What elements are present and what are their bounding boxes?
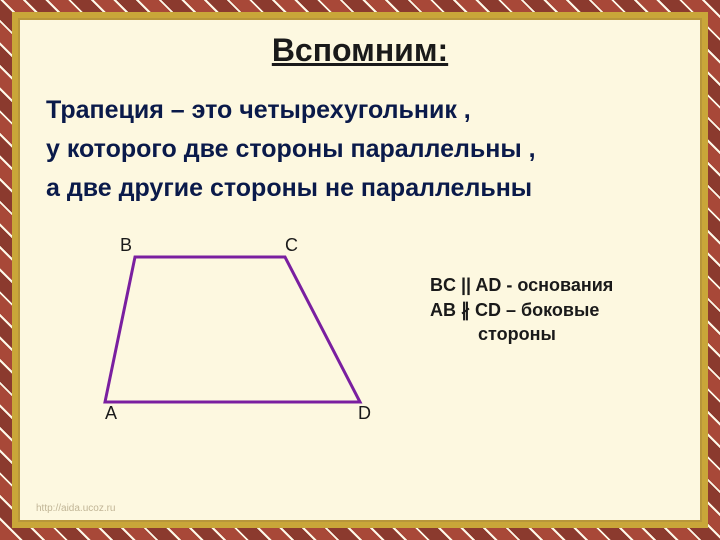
trapezoid-shape — [105, 257, 360, 402]
definition-line-2: у которого две стороны параллельны , — [46, 130, 680, 169]
definition-text: Трапеция – это четырехугольник , у котор… — [46, 91, 680, 207]
vertex-label-A: A — [105, 403, 117, 424]
watermark: http://aida.ucoz.ru — [36, 503, 116, 514]
page-title: Вспомним: — [40, 32, 680, 69]
note-lateral-2: стороны — [430, 322, 556, 346]
trapezoid-figure — [85, 237, 385, 422]
vertex-label-C: C — [285, 235, 298, 256]
diagram-area: B C A D BC || AD - основания AB ∦ CD – б… — [40, 237, 680, 437]
definition-line-1: Трапеция – это четырехугольник , — [46, 91, 680, 130]
definition-line-3: а две другие стороны не параллельны — [46, 169, 680, 208]
gold-frame: Вспомним: Трапеция – это четырехугольник… — [12, 12, 708, 528]
decorative-border: Вспомним: Трапеция – это четырехугольник… — [0, 0, 720, 540]
note-bases: BC || AD - основания — [430, 273, 613, 297]
slide-content: Вспомним: Трапеция – это четырехугольник… — [18, 18, 702, 522]
vertex-label-D: D — [358, 403, 371, 424]
side-notes: BC || AD - основания AB ∦ CD – боковые с… — [430, 273, 613, 346]
vertex-label-B: B — [120, 235, 132, 256]
note-lateral-1: AB ∦ CD – боковые — [430, 298, 613, 322]
